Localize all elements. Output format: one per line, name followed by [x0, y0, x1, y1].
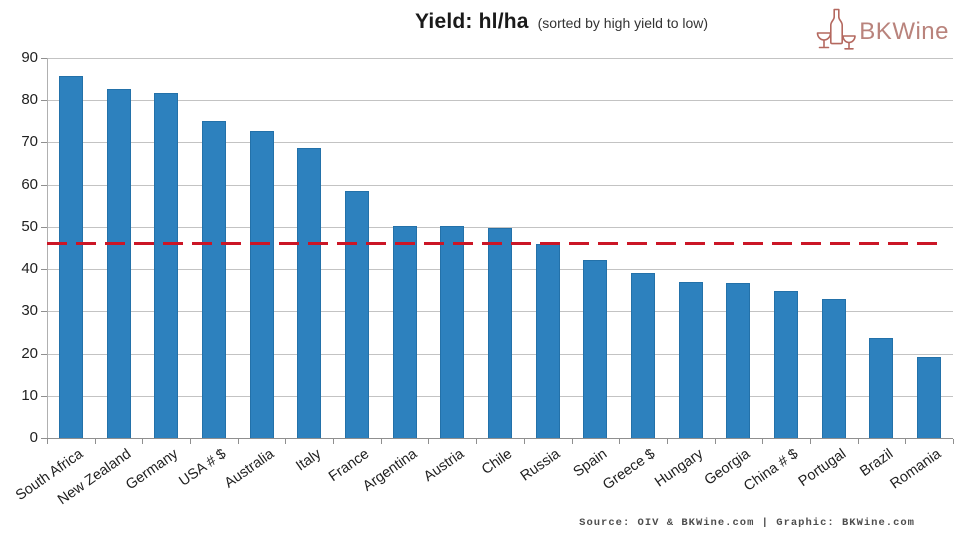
x-axis-tick	[571, 439, 573, 444]
bar	[440, 226, 465, 438]
x-axis-tick	[285, 439, 287, 444]
x-axis-tick	[953, 439, 954, 444]
y-tick-label: 70	[21, 133, 38, 151]
bar	[678, 281, 703, 438]
bar	[249, 130, 274, 438]
y-axis-tick	[41, 100, 47, 102]
y-tick-label: 90	[21, 49, 38, 66]
gridline	[47, 58, 953, 59]
y-axis-tick	[41, 142, 47, 144]
y-tick-label: 80	[21, 91, 38, 109]
y-axis-tick	[41, 226, 47, 228]
bkwine-logo: BKWine	[815, 6, 949, 57]
y-axis-tick	[41, 353, 47, 355]
x-axis-tick	[380, 439, 382, 444]
bar	[821, 298, 846, 438]
chart-title: Yield: hl/ha	[415, 10, 529, 33]
gridline	[47, 142, 953, 144]
y-axis-tick	[41, 311, 47, 313]
x-axis-tick	[47, 439, 48, 444]
bar	[297, 148, 322, 438]
y-tick-label: 30	[21, 302, 38, 320]
bar	[917, 356, 942, 438]
x-axis-tick	[428, 439, 430, 444]
x-axis-tick	[190, 439, 192, 444]
gridline	[47, 100, 953, 102]
y-axis-line	[47, 58, 48, 438]
y-axis-tick	[41, 395, 47, 397]
bar	[726, 282, 751, 438]
bar	[631, 273, 656, 438]
y-tick-label: 40	[21, 260, 38, 278]
x-axis-tick	[857, 439, 859, 444]
x-axis-tick	[142, 439, 144, 444]
y-tick-label: 10	[21, 386, 38, 404]
x-axis-tick	[94, 439, 96, 444]
bar	[583, 260, 608, 438]
bar	[344, 191, 369, 438]
bar	[154, 92, 179, 438]
x-axis-tick	[523, 439, 525, 444]
x-axis-tick	[619, 439, 621, 444]
x-axis-tick	[666, 439, 668, 444]
x-axis-line	[47, 438, 953, 439]
gridline	[47, 226, 953, 228]
bar	[201, 121, 226, 438]
chart-header: Yield: hl/ha (sorted by high yield to lo…	[415, 10, 708, 34]
bar	[535, 243, 560, 438]
bar	[869, 337, 894, 438]
bar	[106, 88, 131, 438]
y-axis-tick	[41, 184, 47, 186]
gridline	[47, 184, 953, 186]
bar	[58, 76, 83, 438]
y-axis-tick	[41, 269, 47, 271]
x-axis-tick	[237, 439, 239, 444]
x-axis-tick	[333, 439, 335, 444]
x-axis-tick	[905, 439, 907, 444]
source-credit: Source: OIV & BKWine.com | Graphic: BKWi…	[579, 517, 915, 529]
bar	[774, 291, 799, 438]
y-tick-label: 60	[21, 175, 38, 193]
chart-subtitle: (sorted by high yield to low)	[537, 15, 709, 31]
x-axis-tick	[476, 439, 478, 444]
bar	[488, 227, 512, 438]
y-tick-label: 20	[21, 344, 38, 362]
wine-bottle-glasses-icon	[815, 6, 857, 57]
bkwine-logo-text: BKWine	[859, 17, 949, 45]
x-axis-tick	[714, 439, 716, 444]
y-axis-tick	[41, 58, 47, 59]
y-tick-label: 50	[21, 217, 38, 235]
bar	[392, 225, 417, 438]
average-reference-line	[47, 242, 941, 246]
x-axis-tick	[762, 439, 764, 444]
y-axis-tick	[41, 438, 47, 439]
x-axis-tick	[809, 439, 811, 444]
y-tick-label: 0	[29, 429, 38, 446]
